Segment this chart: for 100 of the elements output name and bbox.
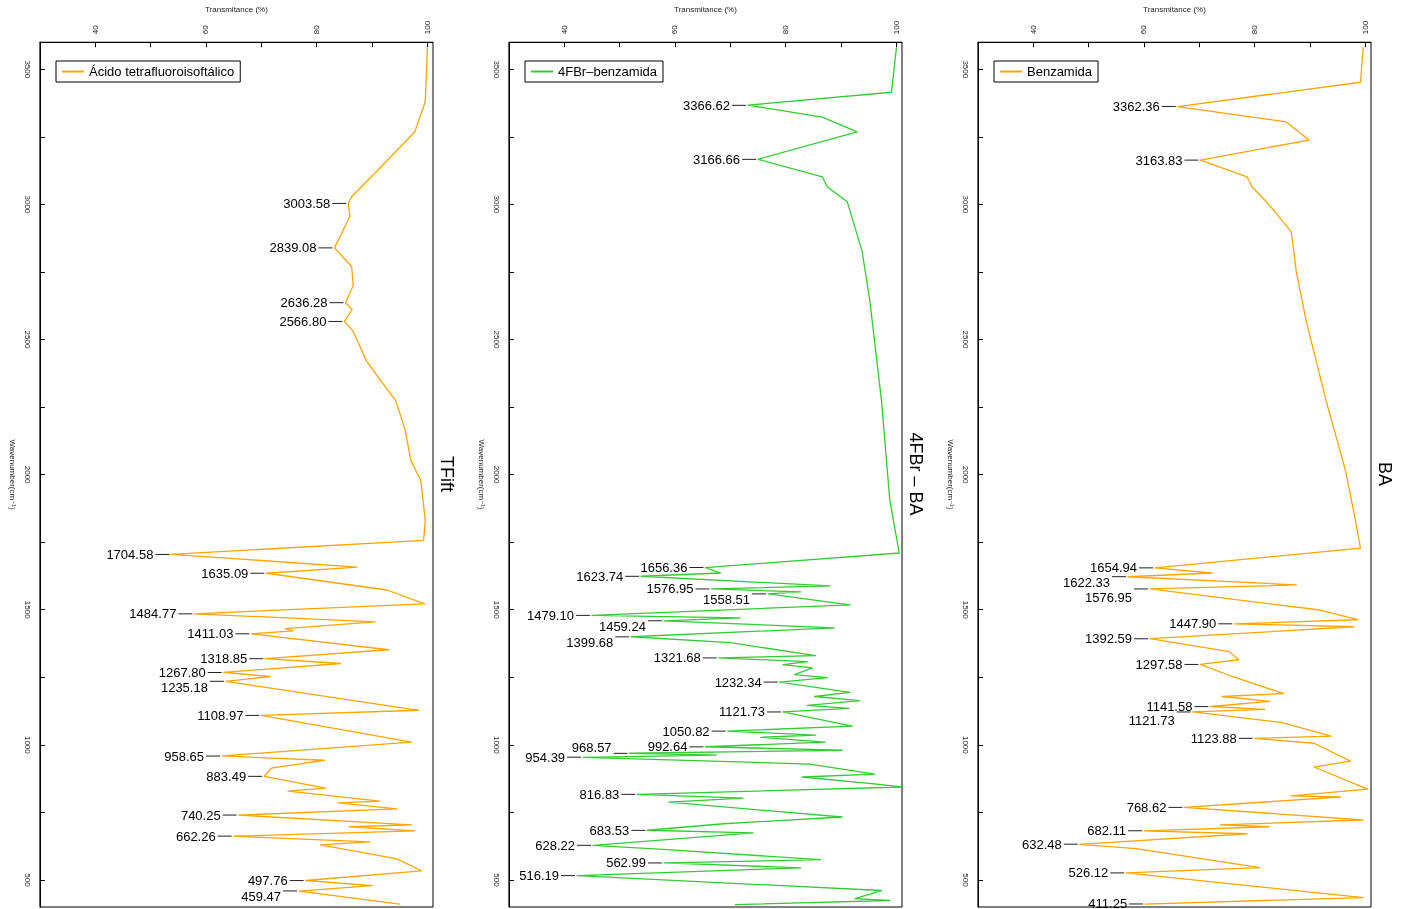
annotation: 562.99 — [606, 855, 646, 871]
x-tick-label: 100 — [891, 20, 901, 35]
legend-label: 4FBr–benzamida — [558, 64, 658, 79]
x-axis-title: Transmitance (%) — [205, 4, 269, 14]
annotation: 1635.09 — [201, 565, 249, 581]
y-tick-label: 1000 — [961, 735, 971, 755]
annotation: 3362.36 — [1112, 98, 1160, 114]
annotation: 1654.94 — [1090, 560, 1138, 576]
annotation: 683.53 — [589, 822, 630, 838]
x-tick-label: 80 — [781, 24, 791, 35]
annotation: 2566.80 — [279, 313, 327, 329]
annotation: 1399.68 — [566, 635, 614, 651]
annotation: 1447.90 — [1169, 616, 1217, 632]
annotation: 1321.68 — [653, 650, 701, 666]
annotation: 1484.77 — [129, 606, 177, 622]
x-tick-label: 100 — [422, 20, 432, 35]
y-tick-label: 500 — [492, 873, 502, 888]
x-tick-label: 40 — [559, 24, 569, 35]
x-tick-label: 60 — [1139, 24, 1149, 35]
y-tick-label: 3000 — [23, 195, 33, 214]
text: TFift — [437, 456, 457, 492]
annotation: 1318.85 — [200, 651, 248, 667]
annotation: 1235.18 — [160, 679, 208, 695]
x-tick-label: 80 — [312, 24, 322, 35]
y-axis-title: Wavenumber(cm⁻¹) — [7, 439, 17, 511]
annotation: 816.83 — [579, 786, 620, 802]
annotation: 628.22 — [535, 837, 576, 853]
annotation: 1459.24 — [598, 619, 646, 635]
y-tick-label: 3500 — [961, 60, 971, 79]
annotation: 1479.10 — [526, 607, 574, 623]
x-tick-label: 60 — [670, 24, 680, 35]
annotation: 1121.73 — [1128, 713, 1175, 729]
annotation: 1050.82 — [662, 723, 710, 739]
y-tick-label: 3000 — [492, 195, 502, 214]
y-tick-label: 2500 — [961, 330, 971, 349]
annotation: 2636.28 — [280, 295, 328, 311]
x-axis-title: Transmitance (%) — [1143, 4, 1207, 14]
annotation: 1232.34 — [714, 674, 762, 690]
annotation: 958.65 — [164, 748, 205, 764]
annotation: 883.49 — [206, 768, 247, 784]
annotation: 1411.03 — [187, 626, 234, 642]
annotation: 1576.95 — [1085, 590, 1133, 606]
annotation: 1558.51 — [703, 592, 751, 608]
y-tick-label: 500 — [961, 873, 971, 888]
y-axis-title: Wavenumber(cm⁻¹) — [476, 439, 486, 511]
y-tick-label: 2000 — [961, 465, 971, 485]
y-tick-label: 3500 — [492, 60, 502, 79]
y-axis-title: Wavenumber(cm⁻¹) — [945, 439, 955, 511]
annotation: 516.19 — [519, 868, 559, 884]
annotation: 3163.83 — [1135, 152, 1183, 168]
y-tick-label: 1500 — [23, 600, 33, 620]
text: 4FBr – BA — [906, 432, 926, 516]
legend-label: Benzamida — [1027, 64, 1093, 79]
annotation: 1704.58 — [106, 546, 154, 562]
y-tick-label: 2000 — [23, 465, 33, 485]
y-tick-label: 1500 — [961, 600, 971, 620]
x-axis-title: Transmitance (%) — [674, 4, 738, 14]
annotation: 1121.73 — [718, 704, 765, 720]
annotation: 662.26 — [175, 828, 216, 844]
y-tick-label: 1000 — [23, 735, 33, 755]
annotation: 2839.08 — [269, 240, 317, 256]
y-tick-label: 1500 — [492, 600, 502, 620]
x-tick-label: 60 — [201, 24, 211, 35]
annotation: 1123.88 — [1190, 730, 1237, 746]
annotation: 497.76 — [247, 873, 288, 889]
y-tick-label: 2500 — [23, 330, 33, 349]
annotation: 740.25 — [180, 807, 221, 823]
annotation: 1622.33 — [1062, 575, 1110, 591]
y-tick-label: 3000 — [961, 195, 971, 214]
annotation: 992.64 — [647, 739, 688, 755]
annotation: 968.57 — [571, 739, 612, 755]
annotation: 459.47 — [241, 889, 282, 905]
annotation: 1108.97 — [197, 707, 244, 723]
y-tick-label: 2500 — [492, 330, 502, 349]
annotation: 3003.58 — [283, 195, 331, 211]
annotation: 954.39 — [525, 749, 566, 765]
annotation: 1576.95 — [646, 581, 694, 597]
annotation: 526.12 — [1068, 865, 1109, 881]
annotation: 1297.58 — [1135, 656, 1183, 672]
annotation: 3366.62 — [683, 97, 731, 113]
x-tick-label: 40 — [90, 24, 100, 35]
y-tick-label: 1000 — [492, 735, 502, 755]
annotation: 1623.74 — [576, 568, 624, 584]
x-tick-label: 40 — [1028, 24, 1038, 35]
y-tick-label: 3500 — [23, 60, 33, 79]
annotation: 1656.36 — [640, 559, 688, 575]
x-tick-label: 100 — [1360, 20, 1370, 35]
annotation: 3166.66 — [693, 151, 741, 167]
annotation: 1141.58 — [1146, 699, 1193, 715]
x-tick-label: 80 — [1250, 24, 1260, 35]
y-tick-label: 500 — [23, 873, 33, 888]
annotation: 1392.59 — [1085, 631, 1133, 647]
y-tick-label: 2000 — [492, 465, 502, 485]
annotation: 682.11 — [1087, 823, 1126, 839]
annotation: 632.48 — [1022, 836, 1062, 852]
text: BA — [1375, 461, 1395, 487]
annotation: 411.25 — [1088, 896, 1128, 909]
annotation: 768.62 — [1126, 799, 1167, 815]
annotation: 1267.80 — [158, 664, 206, 680]
legend-label: Ácido tetrafluoroisoftálico — [89, 64, 235, 79]
